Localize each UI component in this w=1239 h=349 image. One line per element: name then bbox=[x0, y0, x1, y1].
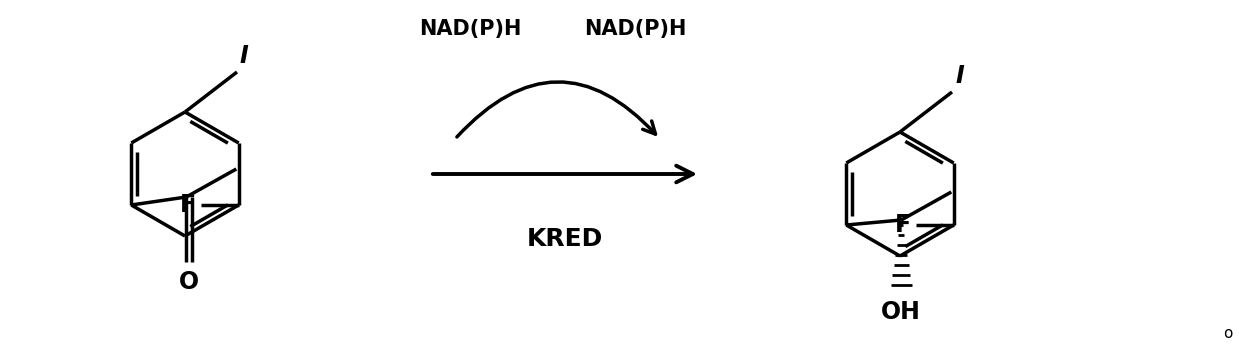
Text: NAD(P)H: NAD(P)H bbox=[584, 19, 686, 39]
Text: OH: OH bbox=[881, 300, 922, 324]
Text: F: F bbox=[180, 193, 196, 217]
Text: I: I bbox=[240, 44, 249, 68]
Text: NAD(P)H: NAD(P)H bbox=[419, 19, 522, 39]
Text: F: F bbox=[895, 213, 911, 237]
FancyArrowPatch shape bbox=[457, 82, 655, 137]
Text: o: o bbox=[1223, 326, 1232, 341]
Text: I: I bbox=[955, 64, 964, 88]
Text: KRED: KRED bbox=[527, 227, 603, 251]
Text: O: O bbox=[180, 270, 199, 294]
